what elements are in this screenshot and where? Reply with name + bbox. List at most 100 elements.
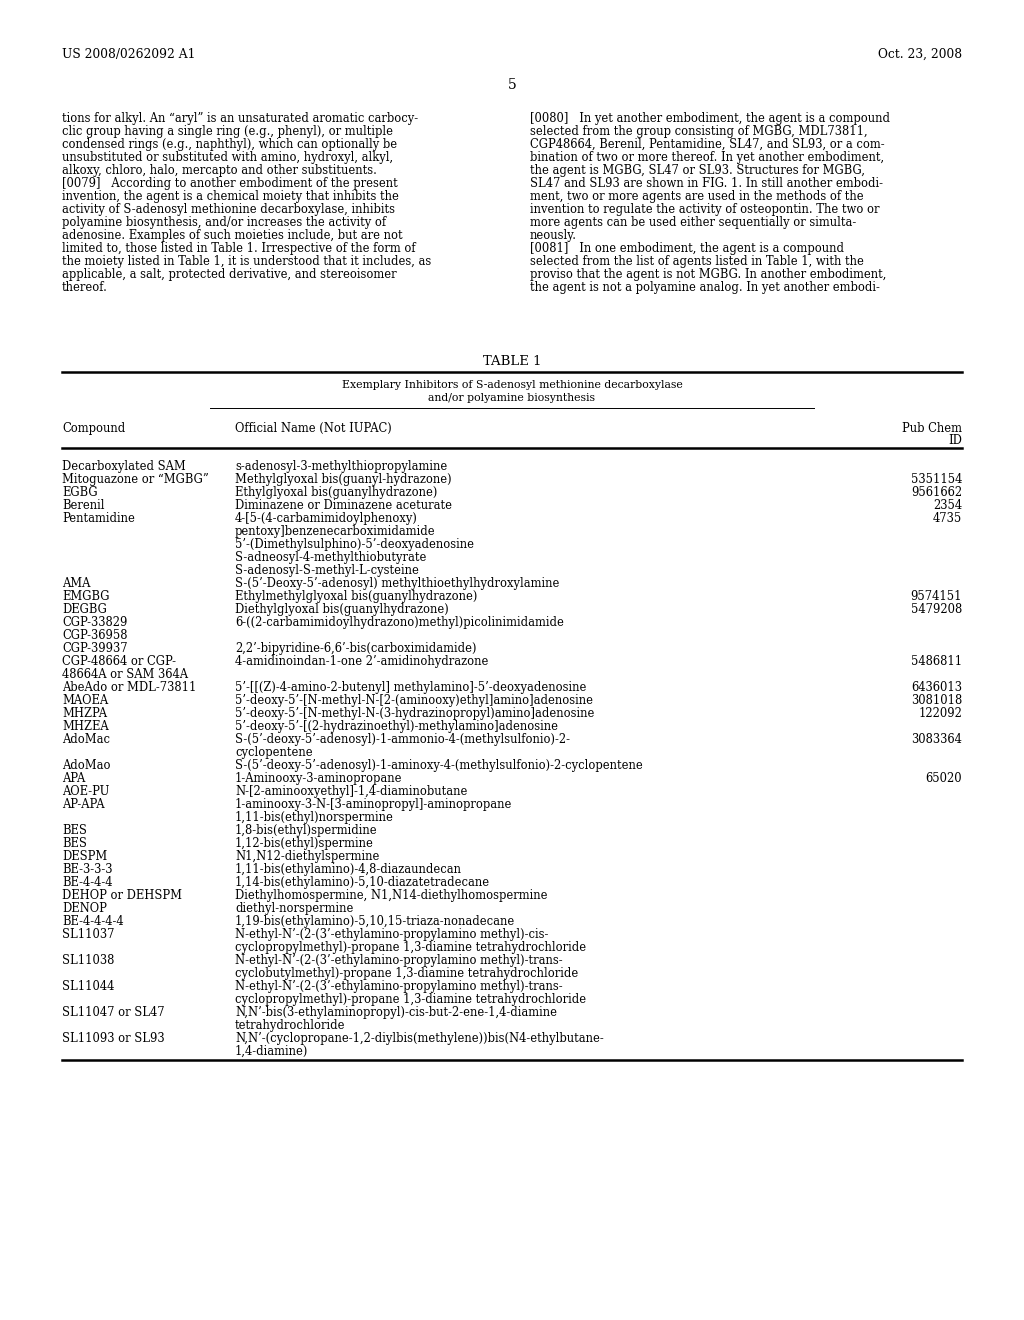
Text: N-ethyl-N’-(2-(3’-ethylamino-propylamino methyl)-trans-: N-ethyl-N’-(2-(3’-ethylamino-propylamino… [234,979,562,993]
Text: invention to regulate the activity of osteopontin. The two or: invention to regulate the activity of os… [530,203,880,216]
Text: polyamine biosynthesis, and/or increases the activity of: polyamine biosynthesis, and/or increases… [62,216,386,228]
Text: adenosine. Examples of such moieties include, but are not: adenosine. Examples of such moieties inc… [62,228,402,242]
Text: the agent is MGBG, SL47 or SL93. Structures for MGBG,: the agent is MGBG, SL47 or SL93. Structu… [530,164,865,177]
Text: Pentamidine: Pentamidine [62,512,135,525]
Text: alkoxy, chloro, halo, mercapto and other substituents.: alkoxy, chloro, halo, mercapto and other… [62,164,377,177]
Text: SL11093 or SL93: SL11093 or SL93 [62,1032,165,1045]
Text: 3081018: 3081018 [910,694,962,708]
Text: Diminazene or Diminazene aceturate: Diminazene or Diminazene aceturate [234,499,452,512]
Text: SL11047 or SL47: SL11047 or SL47 [62,1006,165,1019]
Text: the moiety listed in Table 1, it is understood that it includes, as: the moiety listed in Table 1, it is unde… [62,255,431,268]
Text: condensed rings (e.g., naphthyl), which can optionally be: condensed rings (e.g., naphthyl), which … [62,139,397,150]
Text: AMA: AMA [62,577,90,590]
Text: 1,11-bis(ethyl)norspermine: 1,11-bis(ethyl)norspermine [234,810,394,824]
Text: CGP-36958: CGP-36958 [62,630,128,642]
Text: 9561662: 9561662 [911,486,962,499]
Text: s-adenosyl-3-methylthiopropylamine: s-adenosyl-3-methylthiopropylamine [234,459,447,473]
Text: 4-amidinoindan-1-one 2’-amidinohydrazone: 4-amidinoindan-1-one 2’-amidinohydrazone [234,655,488,668]
Text: ment, two or more agents are used in the methods of the: ment, two or more agents are used in the… [530,190,863,203]
Text: [0081]   In one embodiment, the agent is a compound: [0081] In one embodiment, the agent is a… [530,242,844,255]
Text: S-adneosyl-4-methylthiobutyrate: S-adneosyl-4-methylthiobutyrate [234,550,426,564]
Text: neously.: neously. [530,228,577,242]
Text: Ethylmethylglyoxal bis(guanylhydrazone): Ethylmethylglyoxal bis(guanylhydrazone) [234,590,477,603]
Text: SL11038: SL11038 [62,954,115,968]
Text: ID: ID [948,434,962,447]
Text: Methylglyoxal bis(guanyl-hydrazone): Methylglyoxal bis(guanyl-hydrazone) [234,473,452,486]
Text: 2,2’-bipyridine-6,6’-bis(carboximidamide): 2,2’-bipyridine-6,6’-bis(carboximidamide… [234,642,476,655]
Text: BE-3-3-3: BE-3-3-3 [62,863,113,876]
Text: 1,12-bis(ethyl)spermine: 1,12-bis(ethyl)spermine [234,837,374,850]
Text: 122092: 122092 [919,708,962,719]
Text: US 2008/0262092 A1: US 2008/0262092 A1 [62,48,196,61]
Text: N-[2-aminooxyethyl]-1,4-diaminobutane: N-[2-aminooxyethyl]-1,4-diaminobutane [234,785,467,799]
Text: S-(5’-deoxy-5’-adenosyl)-1-aminoxy-4-(methylsulfonio)-2-cyclopentene: S-(5’-deoxy-5’-adenosyl)-1-aminoxy-4-(me… [234,759,643,772]
Text: 1,19-bis(ethylamino)-5,10,15-triaza-nonadecane: 1,19-bis(ethylamino)-5,10,15-triaza-nona… [234,915,515,928]
Text: BES: BES [62,824,87,837]
Text: unsubstituted or substituted with amino, hydroxyl, alkyl,: unsubstituted or substituted with amino,… [62,150,393,164]
Text: 1,4-diamine): 1,4-diamine) [234,1045,308,1059]
Text: Diethylglyoxal bis(guanylhydrazone): Diethylglyoxal bis(guanylhydrazone) [234,603,449,616]
Text: Official Name (Not IUPAC): Official Name (Not IUPAC) [234,422,392,436]
Text: Berenil: Berenil [62,499,104,512]
Text: 4735: 4735 [933,512,962,525]
Text: 5486811: 5486811 [911,655,962,668]
Text: thereof.: thereof. [62,281,108,294]
Text: DEHOP or DEHSPM: DEHOP or DEHSPM [62,888,182,902]
Text: 4-[5-(4-carbamimidoylphenoxy): 4-[5-(4-carbamimidoylphenoxy) [234,512,418,525]
Text: MAOEA: MAOEA [62,694,109,708]
Text: proviso that the agent is not MGBG. In another embodiment,: proviso that the agent is not MGBG. In a… [530,268,887,281]
Text: Decarboxylated SAM: Decarboxylated SAM [62,459,185,473]
Text: MHZPA: MHZPA [62,708,106,719]
Text: [0079]   According to another embodiment of the present: [0079] According to another embodiment o… [62,177,397,190]
Text: 6-((2-carbamimidoylhydrazono)methyl)picolinimidamide: 6-((2-carbamimidoylhydrazono)methyl)pico… [234,616,564,630]
Text: 48664A or SAM 364A: 48664A or SAM 364A [62,668,188,681]
Text: MHZEA: MHZEA [62,719,109,733]
Text: DESPM: DESPM [62,850,108,863]
Text: diethyl-norspermine: diethyl-norspermine [234,902,353,915]
Text: 5’-(Dimethylsulphino)-5’-deoxyadenosine: 5’-(Dimethylsulphino)-5’-deoxyadenosine [234,539,474,550]
Text: Oct. 23, 2008: Oct. 23, 2008 [878,48,962,61]
Text: activity of S-adenosyl methionine decarboxylase, inhibits: activity of S-adenosyl methionine decarb… [62,203,395,216]
Text: N-ethyl-N’-(2-(3’-ethylamino-propylamino methyl)-trans-: N-ethyl-N’-(2-(3’-ethylamino-propylamino… [234,954,562,968]
Text: SL47 and SL93 are shown in FIG. 1. In still another embodi-: SL47 and SL93 are shown in FIG. 1. In st… [530,177,883,190]
Text: Compound: Compound [62,422,125,436]
Text: cyclopentene: cyclopentene [234,746,312,759]
Text: 9574151: 9574151 [910,590,962,603]
Text: 1,11-bis(ethylamino)-4,8-diazaundecan: 1,11-bis(ethylamino)-4,8-diazaundecan [234,863,462,876]
Text: cyclobutylmethyl)-propane 1,3-diamine tetrahydrochloride: cyclobutylmethyl)-propane 1,3-diamine te… [234,968,579,979]
Text: S-(5’-Deoxy-5’-adenosyl) methylthioethylhydroxylamine: S-(5’-Deoxy-5’-adenosyl) methylthioethyl… [234,577,559,590]
Text: limited to, those listed in Table 1. Irrespective of the form of: limited to, those listed in Table 1. Irr… [62,242,416,255]
Text: Exemplary Inhibitors of S-adenosyl methionine decarboxylase: Exemplary Inhibitors of S-adenosyl methi… [342,380,682,389]
Text: Pub Chem: Pub Chem [902,422,962,436]
Text: CGP-48664 or CGP-: CGP-48664 or CGP- [62,655,176,668]
Text: AbeAdo or MDL-73811: AbeAdo or MDL-73811 [62,681,197,694]
Text: SL11037: SL11037 [62,928,115,941]
Text: cyclopropylmethyl)-propane 1,3-diamine tetrahydrochloride: cyclopropylmethyl)-propane 1,3-diamine t… [234,993,586,1006]
Text: APA: APA [62,772,85,785]
Text: Mitoguazone or “MGBG”: Mitoguazone or “MGBG” [62,473,209,486]
Text: DENOP: DENOP [62,902,106,915]
Text: 5’-[[(Z)-4-amino-2-butenyl] methylamino]-5’-deoxyadenosine: 5’-[[(Z)-4-amino-2-butenyl] methylamino]… [234,681,587,694]
Text: N1,N12-diethylspermine: N1,N12-diethylspermine [234,850,379,863]
Text: 1,8-bis(ethyl)spermidine: 1,8-bis(ethyl)spermidine [234,824,378,837]
Text: CGP-39937: CGP-39937 [62,642,128,655]
Text: AOE-PU: AOE-PU [62,785,110,799]
Text: cyclopropylmethyl)-propane 1,3-diamine tetrahydrochloride: cyclopropylmethyl)-propane 1,3-diamine t… [234,941,586,954]
Text: [0080]   In yet another embodiment, the agent is a compound: [0080] In yet another embodiment, the ag… [530,112,890,125]
Text: EGBG: EGBG [62,486,97,499]
Text: 5479208: 5479208 [910,603,962,616]
Text: bination of two or more thereof. In yet another embodiment,: bination of two or more thereof. In yet … [530,150,884,164]
Text: TABLE 1: TABLE 1 [482,355,542,368]
Text: the agent is not a polyamine analog. In yet another embodi-: the agent is not a polyamine analog. In … [530,281,880,294]
Text: 5: 5 [508,78,516,92]
Text: 5351154: 5351154 [910,473,962,486]
Text: selected from the group consisting of MGBG, MDL73811,: selected from the group consisting of MG… [530,125,867,139]
Text: 3083364: 3083364 [911,733,962,746]
Text: DEGBG: DEGBG [62,603,106,616]
Text: EMGBG: EMGBG [62,590,110,603]
Text: tions for alkyl. An “aryl” is an unsaturated aromatic carbocy-: tions for alkyl. An “aryl” is an unsatur… [62,112,418,125]
Text: and/or polyamine biosynthesis: and/or polyamine biosynthesis [428,393,596,403]
Text: Diethylhomospermine, N1,N14-diethylhomospermine: Diethylhomospermine, N1,N14-diethylhomos… [234,888,548,902]
Text: BES: BES [62,837,87,850]
Text: 1,14-bis(ethylamino)-5,10-diazatetradecane: 1,14-bis(ethylamino)-5,10-diazatetradeca… [234,876,490,888]
